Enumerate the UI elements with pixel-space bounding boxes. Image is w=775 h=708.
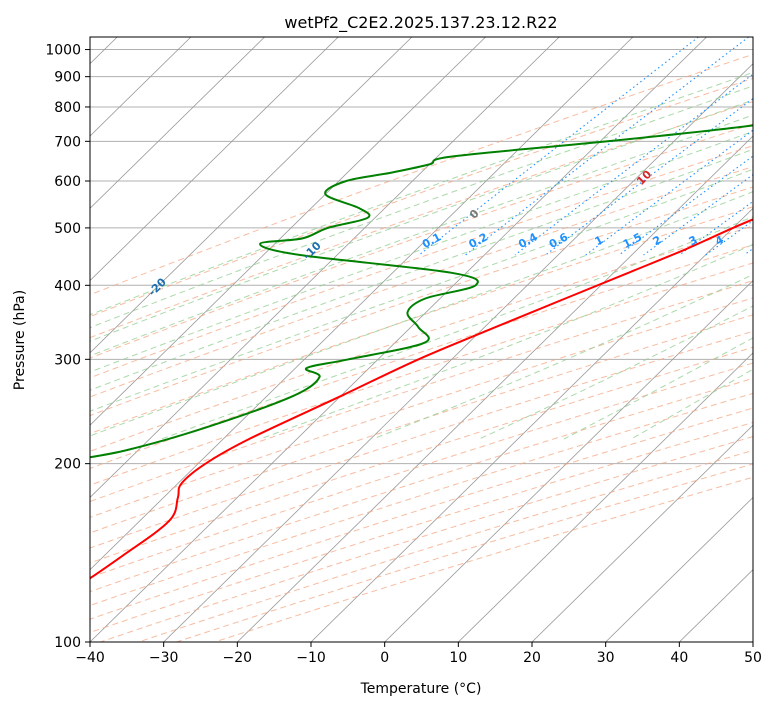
y-tick-label: 900 <box>54 70 81 86</box>
x-axis-ticks: −40 −30 −20 −10 0 10 20 30 40 50 <box>75 642 762 666</box>
dry-adiabat-line <box>90 262 753 486</box>
x-tick-label: −40 <box>75 650 105 666</box>
x-tick-label: −10 <box>296 650 326 666</box>
y-tick-label: 700 <box>54 134 81 150</box>
dry-adiabat-line <box>214 476 753 642</box>
isotherm-line <box>531 424 753 642</box>
isotherm-lines <box>90 37 753 642</box>
mixing-ratio-line <box>514 73 753 256</box>
dry-adiabat-line <box>90 225 753 452</box>
isotherm-line <box>458 352 753 642</box>
moist-adiabat-line <box>90 168 753 412</box>
plot-frame <box>89 36 754 643</box>
y-tick-label: 1000 <box>45 43 81 59</box>
y-tick-label: 400 <box>54 278 81 294</box>
dry-adiabat-line <box>138 449 753 642</box>
sounding-series <box>90 124 753 580</box>
plot-area: 0.10.20.40.611.52346810131620253036-100-… <box>90 37 753 642</box>
moist-adiabat-line <box>372 273 753 440</box>
moist-adiabat-line <box>478 305 753 440</box>
dry-adiabat-line <box>90 297 753 518</box>
isotherm-line <box>605 496 753 642</box>
dry-adiabat-line <box>90 186 753 417</box>
y-tick-label: 600 <box>54 174 81 190</box>
moist-adiabat-line <box>563 337 753 440</box>
x-tick-label: 0 <box>380 650 389 666</box>
moist-adiabat-line <box>90 114 753 357</box>
x-tick-label: 20 <box>523 650 541 666</box>
moist-adiabat-line <box>161 216 753 440</box>
isotherm-line <box>90 37 265 209</box>
mixing-ratio-line <box>418 37 699 256</box>
isotherm-line <box>163 63 753 642</box>
mixing-ratio-lines <box>418 37 753 256</box>
x-tick-label: 50 <box>744 650 762 666</box>
isotherm-line <box>237 135 753 642</box>
y-tick-label: 100 <box>54 635 81 651</box>
mixing-ratio-line <box>465 37 749 256</box>
isotherm-line <box>384 280 753 642</box>
isotherm-line <box>90 37 486 426</box>
dry-adiabat-line <box>90 123 753 359</box>
dry-adiabat-line <box>90 145 753 379</box>
dry-adiabat-line <box>90 314 753 534</box>
dewpoint-line <box>90 124 753 459</box>
dry-adiabat-line <box>90 346 753 564</box>
isotherm-line <box>90 37 634 571</box>
y-tick-label: 500 <box>54 221 81 237</box>
y-axis-label: Pressure (hPa) <box>12 290 28 390</box>
dry-adiabat-line <box>90 280 753 503</box>
isotherm-line <box>90 37 413 354</box>
dry-adiabat-line <box>90 362 753 578</box>
moist-adiabat-line <box>90 130 753 373</box>
isotherm-line <box>90 37 560 498</box>
dry-adiabat-line <box>90 53 753 296</box>
x-tick-label: 40 <box>670 650 688 666</box>
temperature-line <box>90 218 753 580</box>
y-tick-label: 200 <box>54 457 81 473</box>
mixing-ratio-line <box>545 97 753 256</box>
moist-adiabat-line <box>90 85 753 329</box>
y-axis-ticks: 100 200 300 400 500 600 700 800 900 1000 <box>45 43 90 651</box>
moist-adiabat-line <box>90 148 753 391</box>
moist-adiabat-line <box>630 368 753 440</box>
dry-adiabat-line <box>90 244 753 469</box>
x-tick-label: 10 <box>449 650 467 666</box>
mixing-ratio-line <box>618 155 753 256</box>
x-tick-label: 30 <box>597 650 615 666</box>
dry-adiabat-line <box>90 330 753 549</box>
x-tick-label: −20 <box>223 650 253 666</box>
mixing-ratio-line <box>679 200 753 256</box>
isotherm-line <box>90 37 339 282</box>
x-axis-label: Temperature (°C) <box>360 681 482 697</box>
x-tick-label: −30 <box>149 650 179 666</box>
dry-adiabat-line <box>90 166 753 398</box>
moist-adiabat-lines <box>90 71 753 440</box>
y-tick-label: 300 <box>54 352 81 368</box>
dry-adiabat-line <box>90 206 753 435</box>
moist-adiabat-line <box>90 71 753 316</box>
dry-adiabat-lines <box>90 53 753 642</box>
dry-adiabat-line <box>176 463 753 642</box>
moist-adiabat-line <box>90 191 753 437</box>
chart-title: wetPf2_C2E2.2025.137.23.12.R22 <box>284 13 557 33</box>
y-tick-label: 800 <box>54 100 81 116</box>
dry-adiabat-line <box>100 436 753 642</box>
